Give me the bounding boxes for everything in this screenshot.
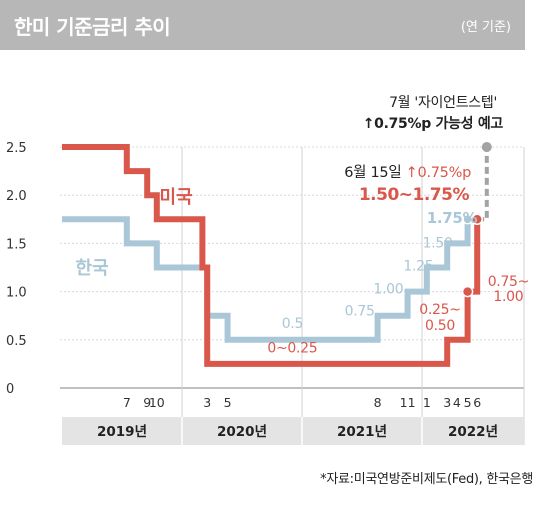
month-tick-label: 3 bbox=[443, 395, 451, 410]
year-band bbox=[62, 417, 524, 445]
value-annotation: 0.75~ bbox=[488, 274, 529, 290]
forecast-dashed-line bbox=[477, 147, 489, 222]
month-tick-label: 9 bbox=[143, 395, 151, 410]
chart-header: 한미 기준금리 추이 (연 기준) bbox=[0, 0, 525, 50]
month-tick-label: 7 bbox=[123, 395, 131, 410]
chart-title: 한미 기준금리 추이 bbox=[14, 15, 171, 39]
value-annotation: 1.00 bbox=[493, 289, 523, 305]
series-label: 미국 bbox=[159, 187, 192, 208]
callout-range: 1.50~1.75% bbox=[359, 185, 470, 205]
year-label: 2020년 bbox=[217, 424, 267, 440]
month-tick-label: 4 bbox=[453, 395, 461, 410]
month-tick-label: 5 bbox=[224, 395, 232, 410]
chart-labels: 7 910 3 5 8 11 1 3 4 5 60.50~0.250.751.001.251.501… bbox=[75, 95, 529, 410]
y-tick-label: 2.0 bbox=[6, 189, 27, 204]
year-label: 2022년 bbox=[448, 424, 498, 440]
value-annotation: 1.00 bbox=[373, 282, 403, 298]
value-annotation: 0.50 bbox=[425, 318, 455, 334]
callout-note-line1: 7월 '자이언트스텝' bbox=[389, 95, 497, 111]
series-label: 한국 bbox=[75, 258, 108, 279]
forecast-dot bbox=[481, 142, 492, 152]
y-tick-label: 0.5 bbox=[6, 334, 27, 349]
korea-rate-dot bbox=[462, 214, 473, 225]
y-tick-label: 2.5 bbox=[6, 141, 27, 156]
y-tick-label: 0 bbox=[6, 382, 14, 397]
us-rate-dot bbox=[461, 285, 474, 298]
value-annotation: 0.25~ bbox=[419, 302, 460, 318]
callout-date-line: 6월 15일 ↑0.75%p bbox=[344, 164, 471, 181]
unit-label: (연 기준) bbox=[460, 20, 511, 35]
month-tick-label: 3 bbox=[203, 395, 211, 410]
y-tick-label: 1.5 bbox=[6, 237, 27, 252]
value-annotation: 1.50 bbox=[423, 235, 453, 251]
value-annotation: 1.75% bbox=[427, 209, 478, 227]
month-tick-label: 1 bbox=[423, 395, 431, 410]
year-label: 2021년 bbox=[337, 424, 387, 440]
series-lines bbox=[62, 142, 492, 367]
callout-note-line2: ↑0.75%p 가능성 예고 bbox=[363, 116, 504, 132]
year-label: 2019년 bbox=[97, 424, 147, 440]
year-bands: 2019년 2020년 2021년 2022년 bbox=[62, 417, 524, 445]
y-tick-label: 1.0 bbox=[6, 286, 27, 301]
korea-rate-line bbox=[62, 216, 478, 343]
month-tick-label: 8 bbox=[374, 395, 382, 410]
source-note: *자료:미국연방준비제도(Fed), 한국은행 bbox=[320, 472, 533, 487]
us-rate-line bbox=[62, 144, 481, 367]
month-tick-label: 6 bbox=[473, 395, 481, 410]
value-annotation: 0.75 bbox=[345, 304, 375, 320]
value-annotation: 0.5 bbox=[282, 316, 303, 332]
callout-date: 6월 15일 bbox=[344, 164, 405, 181]
value-annotation: 1.25 bbox=[403, 258, 433, 274]
month-tick-label: 10 bbox=[149, 395, 165, 410]
callout-change: ↑0.75%p bbox=[406, 165, 471, 181]
month-tick-label: 11 bbox=[400, 395, 416, 410]
value-annotation: 0~0.25 bbox=[267, 340, 317, 356]
month-tick-label: 5 bbox=[464, 395, 472, 410]
